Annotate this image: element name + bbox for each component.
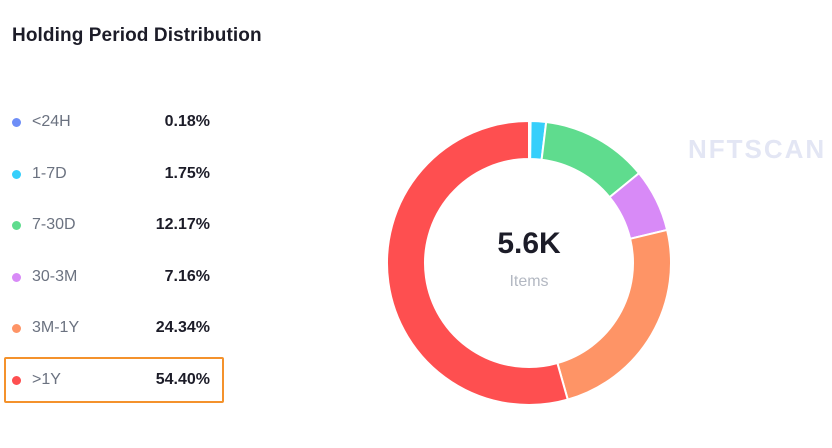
- legend-dot-icon: [12, 118, 21, 127]
- legend-item-3m-1y[interactable]: 3M-1Y 24.34%: [4, 303, 224, 355]
- center-total-value: 5.6K: [497, 227, 561, 260]
- legend-label: 3M-1Y: [32, 319, 80, 336]
- legend-label: <24H: [32, 113, 71, 130]
- legend-item-7-30d[interactable]: 7-30D 12.17%: [4, 200, 224, 252]
- legend-value: 54.40%: [155, 370, 210, 388]
- legend-dot-icon: [12, 169, 21, 179]
- watermark-logo: NFTSCAN: [688, 134, 827, 164]
- donut-slice-1y[interactable]: [386, 120, 569, 406]
- legend: <24H 0.18% 1-7D 1.75% 7-30D 12.17% 30-3M…: [4, 97, 224, 406]
- donut-svg: [386, 120, 672, 406]
- legend-dot-icon: [12, 272, 21, 282]
- center-total-label: Items: [509, 273, 549, 290]
- legend-dot-icon: [12, 221, 21, 230]
- legend-item-1-7d[interactable]: 1-7D 1.75%: [4, 149, 224, 201]
- legend-value: 7.16%: [164, 267, 210, 285]
- selection-highlight: [4, 356, 224, 403]
- legend-item-30-3m[interactable]: 30-3M 7.16%: [4, 252, 224, 304]
- legend-value: 12.17%: [155, 216, 210, 233]
- legend-value: 0.18%: [164, 113, 210, 130]
- legend-dot-icon: [12, 375, 21, 385]
- legend-label: 1-7D: [32, 164, 67, 182]
- legend-label: 30-3M: [32, 267, 78, 285]
- chart-title: Holding Period Distribution: [12, 25, 262, 46]
- legend-value: 24.34%: [155, 319, 210, 336]
- legend-item-gt1y[interactable]: >1Y 54.40%: [4, 355, 224, 407]
- legend-dot-icon: [12, 324, 21, 333]
- legend-value: 1.75%: [164, 164, 210, 182]
- legend-item-lt24h[interactable]: <24H 0.18%: [4, 97, 224, 149]
- legend-label: 7-30D: [32, 216, 76, 233]
- donut-chart: [378, 112, 680, 414]
- legend-label: >1Y: [32, 370, 61, 388]
